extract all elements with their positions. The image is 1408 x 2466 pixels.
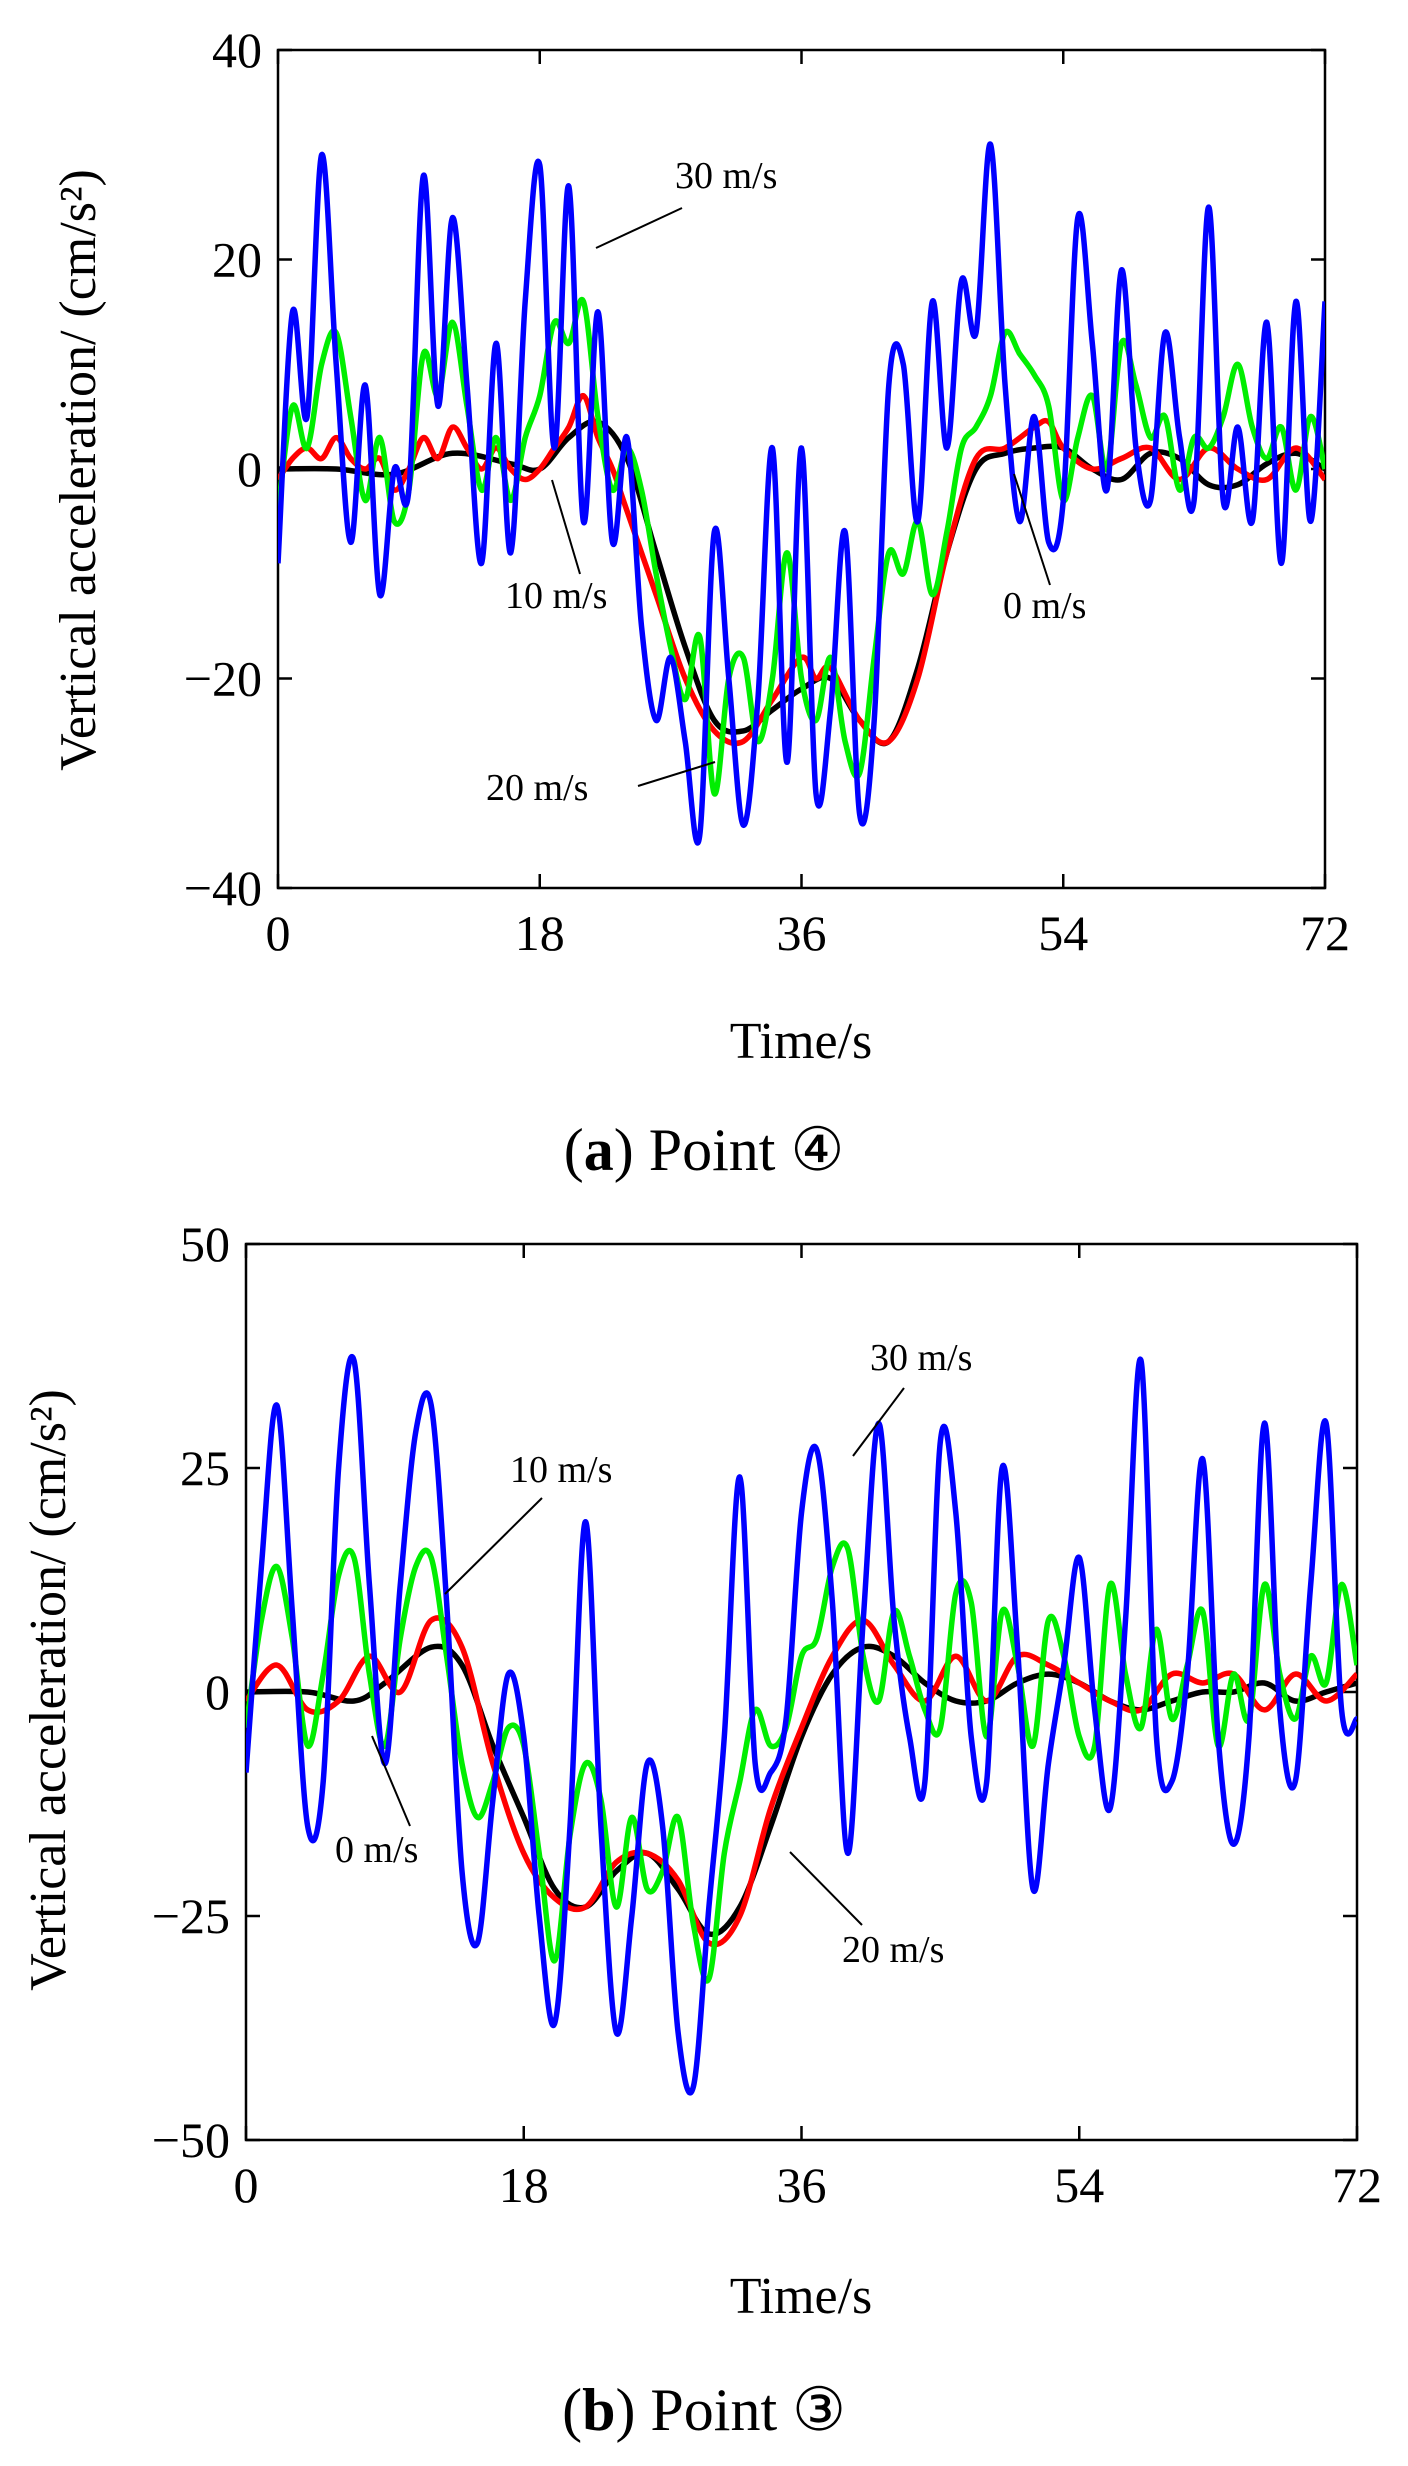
x-tick-label: 36 [777,905,827,961]
x-tick-label: 18 [515,905,565,961]
y-tick-label: 50 [180,1216,230,1272]
panel-caption: (b) Point ③ [562,2377,846,2443]
annotation-leader-20-m-s [637,761,716,787]
y-tick-label: 0 [237,441,262,497]
annotation-leader-30-m-s [852,1387,905,1457]
caption-letter: b [582,2377,615,2443]
x-tick-label: 0 [266,905,291,961]
caption-close-paren: ) [614,1117,634,1183]
annotation-leader-30-m-s [595,207,683,249]
annotation-label-0-m-s: 0 m/s [1003,585,1086,627]
x-tick-label: 72 [1332,2157,1382,2213]
x-tick-label: 72 [1300,905,1350,961]
caption-open-paren: ( [562,2377,582,2443]
x-tick-label: 36 [777,2157,827,2213]
panel-caption: (a) Point ④ [564,1117,844,1183]
y-tick-label: −20 [184,651,262,707]
y-tick-label: 25 [180,1440,230,1496]
caption-text: Point ③ [635,2377,846,2443]
annotation-leader-20-m-s [789,1851,863,1926]
annotation-label-0-m-s: 0 m/s [335,1829,418,1871]
y-tick-label: 0 [205,1664,230,1720]
y-tick-label: 40 [212,22,262,78]
y-axis-title: Vertical acceleration/ (cm/s²) [50,169,107,771]
annotation-label-20-m-s: 20 m/s [486,767,588,809]
x-tick-label: 18 [499,2157,549,2213]
y-tick-label: 20 [212,232,262,288]
series-line-30-m-s [278,141,1325,846]
annotation-label-30-m-s: 30 m/s [870,1337,972,1379]
series-line-20-m-s [246,1540,1357,1984]
y-axis-title: Vertical acceleration/ (cm/s²) [20,1389,77,1991]
x-axis-title: Time/s [730,2268,873,2325]
annotation-leader-0-m-s [1013,473,1051,586]
annotation-label-30-m-s: 30 m/s [675,155,777,197]
annotation-leader-10-m-s [444,1497,543,1595]
caption-text: Point ④ [634,1117,845,1183]
caption-close-paren: ) [615,2377,635,2443]
annotation-label-10-m-s: 10 m/s [505,575,607,617]
annotation-leader-0-m-s [371,1735,411,1827]
y-tick-label: −25 [152,1888,230,1944]
caption-letter: a [584,1117,614,1183]
panel-a: 0 18 36 54 72 −40 −20 0 20 40 30 m/s 10 m/s 0 m/s 20 … [50,22,1350,1183]
x-axis-title: Time/s [730,1013,873,1070]
y-tick-label: −40 [184,860,262,916]
x-tick-label: 54 [1038,905,1088,961]
x-tick-label: 0 [234,2157,259,2213]
panel-b: 0 18 36 54 72 −50 −25 0 25 50 30 m/s 10 m/s 0 m/s 20 … [20,1216,1382,2443]
y-tick-label: −50 [152,2112,230,2168]
series-line-30-m-s [246,1353,1357,2096]
x-tick-label: 54 [1054,2157,1104,2213]
caption-open-paren: ( [564,1117,584,1183]
annotation-label-20-m-s: 20 m/s [842,1929,944,1971]
annotation-leader-10-m-s [551,479,581,575]
annotation-label-10-m-s: 10 m/s [510,1449,612,1491]
